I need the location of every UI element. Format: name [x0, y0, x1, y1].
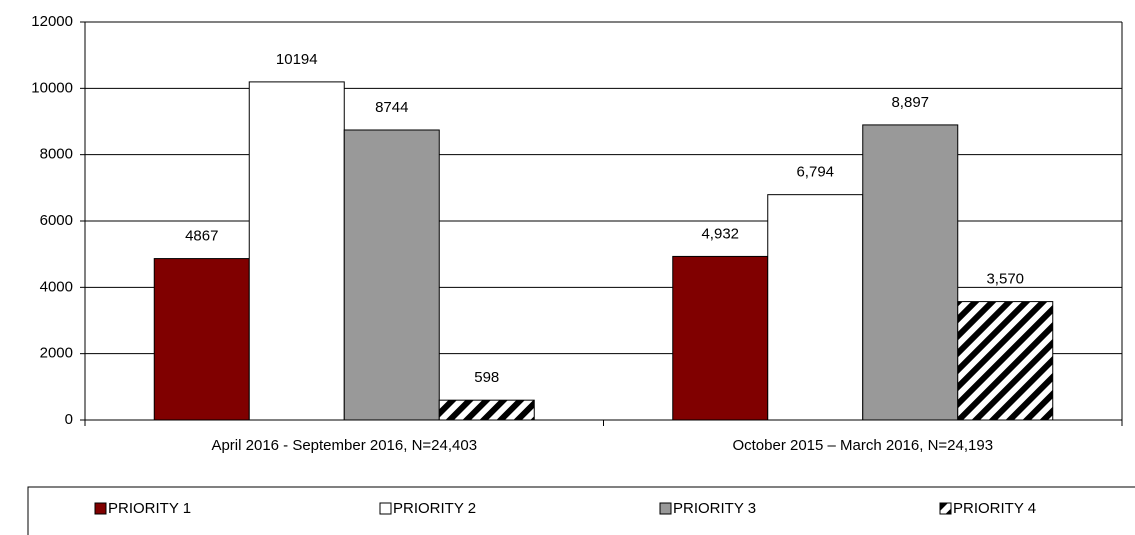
value-label: 6,794 — [796, 164, 834, 181]
legend-label: PRIORITY 3 — [673, 500, 756, 517]
value-label: 8,897 — [891, 94, 929, 111]
value-label: 10194 — [276, 51, 318, 68]
value-label: 3,570 — [986, 271, 1024, 288]
bar — [767, 194, 864, 421]
legend-label: PRIORITY 4 — [953, 500, 1036, 517]
y-tick-label: 8000 — [40, 146, 73, 163]
bar — [672, 255, 769, 421]
y-tick-label: 6000 — [40, 212, 73, 229]
y-tick-label: 0 — [65, 411, 73, 428]
bar — [153, 258, 250, 421]
x-tick-label: April 2016 - September 2016, N=24,403 — [211, 437, 477, 454]
bar — [957, 301, 1054, 421]
legend-box — [27, 486, 1135, 535]
legend-swatch — [659, 502, 672, 515]
y-tick-label: 4000 — [40, 278, 73, 295]
y-tick-label: 10000 — [31, 79, 73, 96]
value-label: 4,932 — [701, 225, 739, 242]
value-label: 598 — [474, 369, 499, 386]
bar — [248, 81, 345, 421]
bar — [862, 124, 959, 421]
value-label: 8744 — [375, 99, 408, 116]
legend-swatch — [379, 502, 392, 515]
y-tick-label: 12000 — [31, 13, 73, 30]
x-tick-label: October 2015 – March 2016, N=24,193 — [732, 437, 993, 454]
legend-label: PRIORITY 2 — [393, 500, 476, 517]
y-tick-label: 2000 — [40, 345, 73, 362]
bar — [438, 399, 535, 421]
legend-swatch — [94, 502, 107, 515]
value-label: 4867 — [185, 228, 218, 245]
legend-label: PRIORITY 1 — [108, 500, 191, 517]
bar — [343, 129, 440, 421]
legend-swatch — [939, 502, 952, 515]
